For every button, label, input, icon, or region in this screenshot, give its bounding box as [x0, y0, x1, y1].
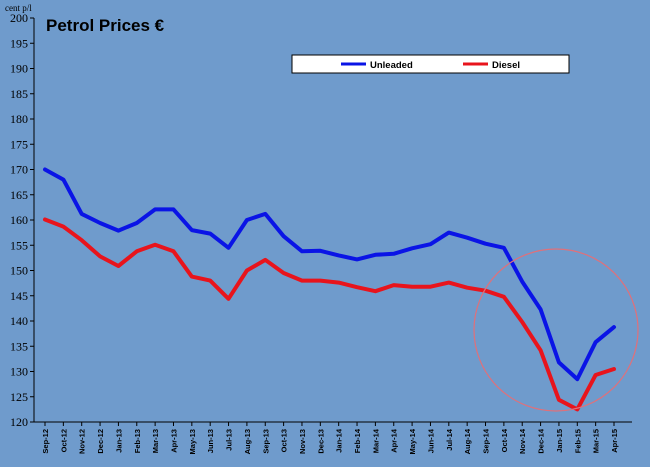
series-lines	[43, 167, 616, 412]
x-tick-label: Jul-13	[225, 429, 234, 451]
x-tick-label: Jan-13	[114, 429, 123, 453]
x-tick-label: Sep-14	[482, 428, 491, 453]
x-tick-label: Apr-13	[169, 429, 178, 453]
y-tick-label: 165	[10, 188, 28, 202]
series-line-diesel	[43, 217, 616, 412]
x-tick-label: Apr-15	[610, 429, 619, 453]
y-axis-unit-label: cent p/l	[5, 3, 32, 13]
x-tick-label: Nov-13	[298, 429, 307, 454]
x-tick-label: Apr-14	[390, 428, 399, 453]
x-tick-label: Aug-13	[243, 429, 252, 454]
highlight-circle-annotation	[473, 248, 639, 412]
x-tick-label: Oct-12	[59, 429, 68, 452]
x-tick-label: May-14	[408, 428, 417, 454]
x-tick-label: Dec-13	[316, 429, 325, 454]
x-tick-label: Feb-13	[133, 429, 142, 453]
y-tick-label: 190	[10, 62, 28, 76]
y-tick-label: 180	[10, 112, 28, 126]
y-tick-label: 175	[10, 137, 28, 151]
x-tick-label: Jun-14	[426, 428, 435, 453]
x-tick-label: Nov-12	[78, 429, 87, 454]
x-tick-label: Jan-15	[555, 429, 564, 453]
legend-box	[291, 54, 570, 74]
x-tick-label: Jul-14	[445, 428, 454, 451]
x-tick-label: Feb-15	[573, 429, 582, 453]
y-tick-label: 135	[10, 339, 28, 353]
y-tick-label: 125	[10, 390, 28, 404]
legend-label-diesel: Diesel	[492, 60, 520, 71]
y-tick-label: 120	[10, 415, 28, 429]
x-tick-label: Mar-13	[151, 429, 160, 453]
x-tick-label: Feb-14	[353, 428, 362, 453]
x-axis: Sep-12 Oct-12 Nov-12 Dec-12 Jan-13 Feb-13 Mar-…	[34, 421, 632, 454]
x-tick-label: Jan-14	[335, 428, 344, 453]
x-tick-label: Oct-14	[500, 428, 509, 452]
x-tick-label: Mar-15	[592, 429, 601, 453]
x-tick-label: Sep-13	[261, 429, 270, 454]
y-tick-label: 145	[10, 289, 28, 303]
x-tick-label: Oct-13	[280, 429, 289, 452]
y-tick-label: 185	[10, 87, 28, 101]
x-tick-label: Aug-14	[463, 428, 472, 454]
legend: Unleaded Diesel	[291, 54, 570, 74]
legend-label-unleaded: Unleaded	[370, 60, 413, 71]
x-tick-label: Jun-13	[206, 429, 215, 453]
y-tick-label: 160	[10, 213, 28, 227]
x-tick-label: Nov-14	[518, 428, 527, 454]
x-tick-label: Dec-12	[96, 429, 105, 454]
y-tick-label: 150	[10, 264, 28, 278]
y-tick-label: 140	[10, 314, 28, 328]
y-axis: 120 125 130 135 140 145 150 155 160 165 170 175 180 1…	[10, 11, 35, 429]
chart-title: Petrol Prices €	[46, 16, 165, 35]
x-tick-label: May-13	[188, 429, 197, 454]
series-line-unleaded	[43, 167, 616, 382]
y-tick-label: 130	[10, 365, 28, 379]
x-tick-label: Mar-14	[371, 428, 380, 453]
x-tick-label: Dec-14	[537, 428, 546, 453]
y-tick-label: 170	[10, 163, 28, 177]
x-tick-label: Sep-12	[41, 429, 50, 454]
y-tick-label: 195	[10, 36, 28, 50]
y-tick-label: 155	[10, 238, 28, 252]
y-tick-label: 200	[10, 11, 28, 25]
